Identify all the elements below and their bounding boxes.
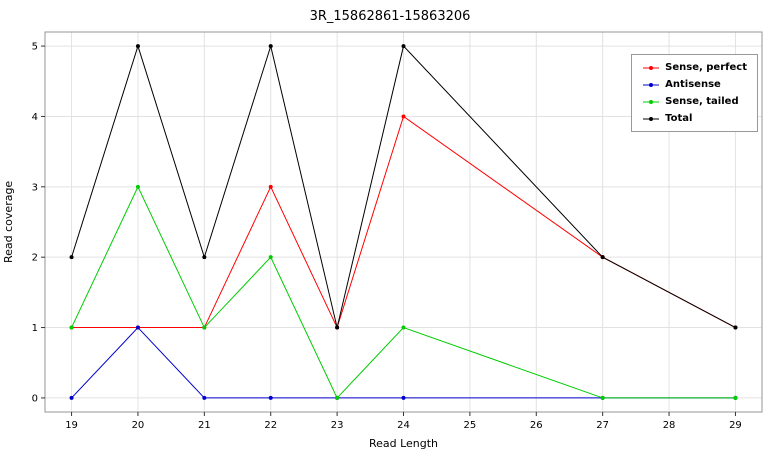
data-point-sense-perfect bbox=[401, 114, 406, 119]
data-point-sense-tailed bbox=[600, 395, 605, 400]
data-point-total bbox=[733, 325, 738, 330]
data-point-sense-perfect bbox=[268, 184, 273, 189]
data-point-sense-tailed bbox=[268, 255, 273, 260]
data-point-sense-tailed bbox=[335, 395, 340, 400]
data-point-total bbox=[268, 44, 273, 49]
data-point-total bbox=[600, 255, 605, 260]
data-point-antisense bbox=[268, 395, 273, 400]
legend-label: Sense, tailed bbox=[665, 96, 739, 107]
legend-item: Antisense bbox=[642, 79, 747, 90]
data-point-sense-tailed bbox=[135, 184, 140, 189]
y-tick-label: 0 bbox=[32, 393, 38, 404]
data-point-antisense bbox=[202, 395, 207, 400]
legend-key-icon bbox=[643, 116, 660, 121]
data-point-sense-tailed bbox=[733, 395, 738, 400]
y-tick-label: 3 bbox=[32, 182, 38, 193]
data-point-antisense bbox=[135, 325, 140, 330]
data-point-total bbox=[335, 325, 340, 330]
legend: Sense, perfect Antisense Sense, tailed Tota… bbox=[631, 54, 758, 132]
legend-key-icon bbox=[643, 99, 660, 104]
series-line-antisense bbox=[71, 326, 736, 399]
series-line-total bbox=[71, 44, 736, 328]
data-point-antisense bbox=[69, 395, 74, 400]
y-axis-label: Read coverage bbox=[2, 180, 15, 264]
data-point-sense-tailed bbox=[401, 325, 406, 330]
y-tick-label: 2 bbox=[32, 253, 38, 264]
data-point-total bbox=[69, 255, 74, 260]
legend-key-icon bbox=[643, 82, 660, 87]
legend-label: Total bbox=[665, 113, 693, 124]
data-point-sense-tailed bbox=[202, 325, 207, 330]
data-point-sense-tailed bbox=[69, 325, 74, 330]
x-axis-label: Read Length bbox=[368, 437, 439, 450]
x-tick-label: 25 bbox=[464, 420, 477, 431]
x-tick-label: 24 bbox=[397, 420, 410, 431]
data-point-total bbox=[135, 44, 140, 49]
x-tick-label: 22 bbox=[264, 420, 277, 431]
x-tick-label: 29 bbox=[729, 420, 742, 431]
legend-key-icon bbox=[643, 65, 660, 70]
x-tick-label: 28 bbox=[663, 420, 676, 431]
legend-label: Sense, perfect bbox=[665, 62, 747, 73]
legend-label: Antisense bbox=[665, 79, 721, 90]
x-tick-label: 26 bbox=[530, 420, 543, 431]
data-point-total bbox=[401, 44, 406, 49]
x-tick-label: 27 bbox=[596, 420, 609, 431]
series-line-sense-perfect bbox=[71, 115, 736, 329]
legend-item: Sense, tailed bbox=[642, 96, 747, 107]
chart-title: 3R_15862861-15863206 bbox=[309, 9, 471, 24]
y-tick-label: 1 bbox=[32, 323, 38, 334]
x-tick-label: 19 bbox=[65, 420, 78, 431]
y-tick-label: 5 bbox=[32, 42, 38, 53]
data-point-antisense bbox=[401, 395, 406, 400]
x-tick-label: 20 bbox=[132, 420, 145, 431]
data-point-total bbox=[202, 255, 207, 260]
y-tick-label: 4 bbox=[32, 112, 38, 123]
legend-item: Total bbox=[642, 113, 747, 124]
legend-item: Sense, perfect bbox=[642, 62, 747, 73]
x-tick-label: 23 bbox=[331, 420, 344, 431]
series-line-sense-tailed bbox=[71, 185, 736, 399]
x-tick-label: 21 bbox=[198, 420, 211, 431]
